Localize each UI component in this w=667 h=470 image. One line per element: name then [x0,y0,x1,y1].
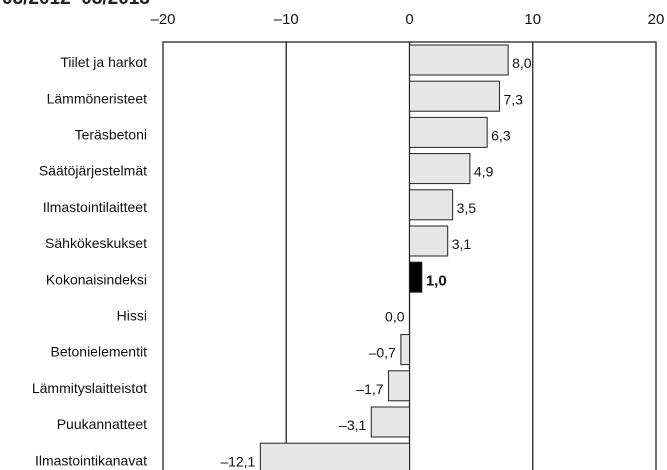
category-label: Kokonaisindeksi [46,271,147,287]
category-label: Säätöjärjestelmät [39,163,147,179]
plot-frame [162,41,657,470]
category-label: Teräsbetoni [75,127,147,143]
value-label: 6,3 [491,128,511,144]
category-label: Lämmityslaitteistot [32,380,147,396]
bar [400,334,410,366]
x-tick-label: 20 [648,11,665,28]
value-label: 1,0 [426,272,447,289]
value-labels: 8,0 7,3 6,3 4,9 3,5 3,1 1,0 0,0 –0,7 –1,7 –3,1 –12,… [220,55,531,469]
x-tick-label: 10 [524,11,541,28]
value-label: 3,1 [452,236,472,252]
x-axis-ticks: –20 –10 0 10 20 [150,11,664,28]
category-labels: Tiilet ja harkot Lämmöneristeet Teräsbeton… [32,54,147,468]
category-label: Sähkökeskukset [45,235,147,251]
bar [409,44,509,76]
bar [409,261,423,293]
value-label: 4,9 [474,164,494,180]
x-tick-label: –10 [274,11,299,28]
value-label: –1,7 [356,381,383,397]
value-label: –12,1 [220,453,255,469]
bar [409,189,454,221]
bar [409,116,488,148]
bar [409,153,471,185]
value-label: 7,3 [503,91,523,107]
category-label: Puukannatteet [57,416,147,432]
bar [370,406,411,438]
value-label: –0,7 [369,345,396,361]
bar [409,225,449,257]
grid-lines [285,42,534,470]
category-label: Tiilet ja harkot [60,54,147,70]
value-label: –3,1 [339,417,366,433]
x-tick-label: 0 [405,11,413,28]
chart-subtitle: 03/2012–03/2013 [2,0,150,10]
x-tick-label: –20 [150,11,175,28]
category-label: Lämmöneristeet [47,90,147,106]
category-label: Ilmastointikanavat [35,452,147,468]
bars [259,44,509,470]
category-label: Betonielementit [50,344,147,360]
category-label: Hissi [117,308,147,324]
value-label: 8,0 [512,55,532,71]
category-label: Ilmastointilaitteet [43,199,147,215]
bar [259,442,410,470]
bar [409,80,500,112]
value-label: 3,5 [457,200,477,216]
bar [388,370,410,402]
value-label: 0,0 [385,309,405,325]
